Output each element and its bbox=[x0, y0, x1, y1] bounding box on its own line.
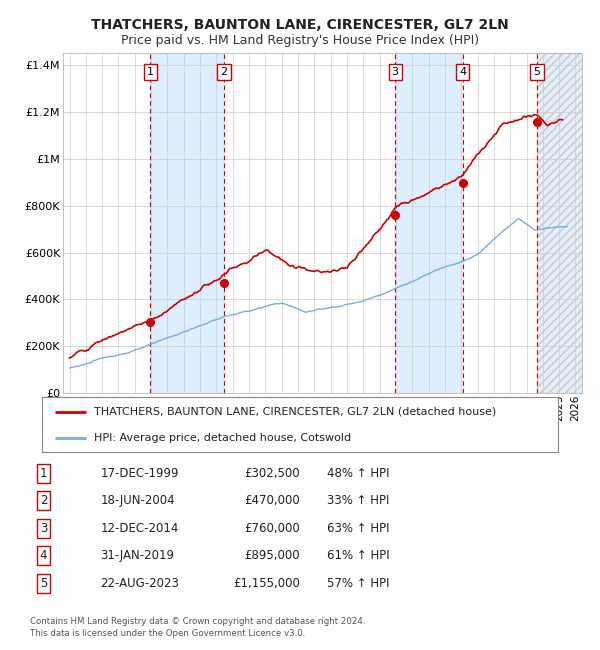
Text: £760,000: £760,000 bbox=[244, 522, 300, 535]
Text: 1: 1 bbox=[40, 467, 47, 480]
Text: Contains HM Land Registry data © Crown copyright and database right 2024.
This d: Contains HM Land Registry data © Crown c… bbox=[30, 618, 365, 638]
Text: 61% ↑ HPI: 61% ↑ HPI bbox=[327, 549, 389, 562]
Text: 1: 1 bbox=[147, 67, 154, 77]
Text: 57% ↑ HPI: 57% ↑ HPI bbox=[327, 577, 389, 590]
Bar bbox=[537, 53, 590, 393]
Text: 22-AUG-2023: 22-AUG-2023 bbox=[100, 577, 179, 590]
Text: 18-JUN-2004: 18-JUN-2004 bbox=[100, 494, 175, 507]
Text: 3: 3 bbox=[392, 67, 398, 77]
Text: £302,500: £302,500 bbox=[244, 467, 300, 480]
Text: 4: 4 bbox=[459, 67, 466, 77]
Text: 12-DEC-2014: 12-DEC-2014 bbox=[100, 522, 179, 535]
Text: THATCHERS, BAUNTON LANE, CIRENCESTER, GL7 2LN (detached house): THATCHERS, BAUNTON LANE, CIRENCESTER, GL… bbox=[94, 407, 496, 417]
Text: 2: 2 bbox=[40, 494, 47, 507]
Text: 33% ↑ HPI: 33% ↑ HPI bbox=[327, 494, 389, 507]
Text: £470,000: £470,000 bbox=[244, 494, 300, 507]
Text: HPI: Average price, detached house, Cotswold: HPI: Average price, detached house, Cots… bbox=[94, 433, 351, 443]
Text: 4: 4 bbox=[40, 549, 47, 562]
Text: £1,155,000: £1,155,000 bbox=[233, 577, 300, 590]
Text: 48% ↑ HPI: 48% ↑ HPI bbox=[327, 467, 389, 480]
Text: 63% ↑ HPI: 63% ↑ HPI bbox=[327, 522, 389, 535]
Text: Price paid vs. HM Land Registry's House Price Index (HPI): Price paid vs. HM Land Registry's House … bbox=[121, 34, 479, 47]
Text: 2: 2 bbox=[220, 67, 227, 77]
Text: 5: 5 bbox=[533, 67, 541, 77]
Text: THATCHERS, BAUNTON LANE, CIRENCESTER, GL7 2LN: THATCHERS, BAUNTON LANE, CIRENCESTER, GL… bbox=[91, 18, 509, 32]
Text: 3: 3 bbox=[40, 522, 47, 535]
Bar bbox=[151, 53, 224, 393]
Bar bbox=[395, 53, 463, 393]
Text: 5: 5 bbox=[40, 577, 47, 590]
Text: 31-JAN-2019: 31-JAN-2019 bbox=[100, 549, 174, 562]
Text: 17-DEC-1999: 17-DEC-1999 bbox=[100, 467, 179, 480]
Text: £895,000: £895,000 bbox=[244, 549, 300, 562]
